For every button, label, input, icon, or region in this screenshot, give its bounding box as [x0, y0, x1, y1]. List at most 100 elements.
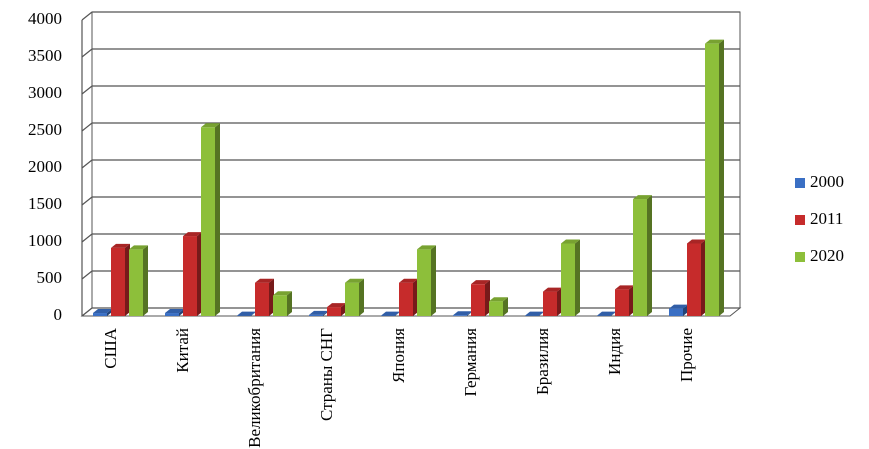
legend-swatch — [795, 215, 805, 225]
y-tick-label: 4000 — [28, 9, 62, 28]
bar-top — [165, 309, 184, 314]
bar-top — [255, 278, 274, 283]
grid-depth — [81, 270, 93, 280]
bar-top — [543, 287, 562, 292]
bar-front — [669, 308, 683, 316]
bar-side — [179, 309, 184, 316]
bar-side — [107, 309, 112, 316]
bar-side — [143, 245, 148, 316]
bar-side — [611, 311, 616, 316]
y-tick-label: 500 — [37, 268, 63, 287]
bar-side — [467, 311, 472, 316]
bar — [399, 278, 418, 316]
bar-top — [633, 195, 652, 200]
bar-side — [251, 311, 256, 316]
bar-top — [561, 239, 580, 244]
legend-swatch — [795, 178, 805, 188]
bar-front — [183, 236, 197, 316]
bar-top — [381, 311, 400, 316]
x-tick-label: Прочие — [677, 328, 696, 382]
bar-side — [701, 239, 706, 316]
bar-front — [93, 313, 107, 316]
bar-front — [417, 249, 431, 316]
bar-top — [417, 245, 436, 250]
legend-label: 2011 — [810, 209, 843, 228]
x-tick-label: Великобритания — [245, 328, 264, 448]
bar-top — [93, 309, 112, 314]
bar-front — [561, 243, 575, 316]
bar — [201, 123, 220, 316]
bar-front — [399, 282, 413, 316]
bar-front — [309, 314, 323, 316]
y-tick-label: 1500 — [28, 194, 62, 213]
bar-top — [273, 291, 292, 296]
bar-top — [345, 278, 364, 283]
bar-side — [269, 278, 274, 316]
bar — [633, 195, 652, 316]
y-tick-label: 3000 — [28, 83, 62, 102]
x-tick-label: Бразилия — [533, 328, 552, 395]
bar-top — [669, 304, 688, 309]
bar — [111, 243, 130, 316]
grid-depth — [81, 307, 93, 317]
bar-side — [287, 291, 292, 316]
bar — [561, 239, 580, 316]
bar — [381, 311, 400, 316]
bar — [417, 245, 436, 316]
y-tick-label: 2500 — [28, 120, 62, 139]
bar-top — [687, 239, 706, 244]
grid-depth — [81, 85, 93, 95]
grid-depth — [81, 122, 93, 132]
bar-front — [327, 307, 341, 316]
bar-front — [345, 282, 359, 316]
bar — [345, 278, 364, 316]
bar — [93, 309, 112, 316]
bar-side — [539, 311, 544, 316]
bar-top — [309, 310, 328, 315]
bar — [183, 232, 202, 316]
bar-top — [453, 311, 472, 316]
legend-label: 2020 — [810, 246, 844, 265]
bar-top — [237, 311, 256, 316]
x-tick-label: Китай — [173, 328, 192, 373]
bar-side — [395, 311, 400, 316]
bar-side — [413, 278, 418, 316]
grid-depth — [81, 159, 93, 169]
grid-depth — [81, 48, 93, 58]
bar-top — [111, 243, 130, 248]
bar-side — [485, 280, 490, 316]
bar-side — [359, 278, 364, 316]
bar-side — [575, 239, 580, 316]
bar — [273, 291, 292, 316]
legend-swatch — [795, 252, 805, 262]
bar — [543, 287, 562, 316]
grid-depth — [81, 196, 93, 206]
legend-label: 2000 — [810, 172, 844, 191]
bar-side — [719, 39, 724, 317]
bar-top — [129, 245, 148, 250]
y-tick-label: 0 — [54, 305, 63, 324]
x-tick-label: Страны СНГ — [317, 328, 336, 421]
bar-front — [687, 243, 701, 316]
bar — [705, 39, 724, 317]
bar — [255, 278, 274, 316]
bar-top — [201, 123, 220, 128]
grid-depth — [81, 233, 93, 243]
bar — [525, 311, 544, 316]
bar-top — [327, 303, 346, 308]
bar-front — [453, 315, 467, 316]
bar-side — [323, 310, 328, 316]
bar-side — [215, 123, 220, 316]
bar-top — [183, 232, 202, 237]
bar-front — [615, 289, 629, 316]
x-tick-label: США — [101, 327, 120, 368]
bar-side — [341, 303, 346, 316]
x-tick-label: Германия — [461, 328, 480, 397]
bar-top — [525, 311, 544, 316]
bar-front — [543, 291, 557, 316]
y-tick-label: 3500 — [28, 46, 62, 65]
bar — [489, 297, 508, 316]
bar-top — [597, 311, 616, 316]
bar-top — [615, 285, 634, 290]
